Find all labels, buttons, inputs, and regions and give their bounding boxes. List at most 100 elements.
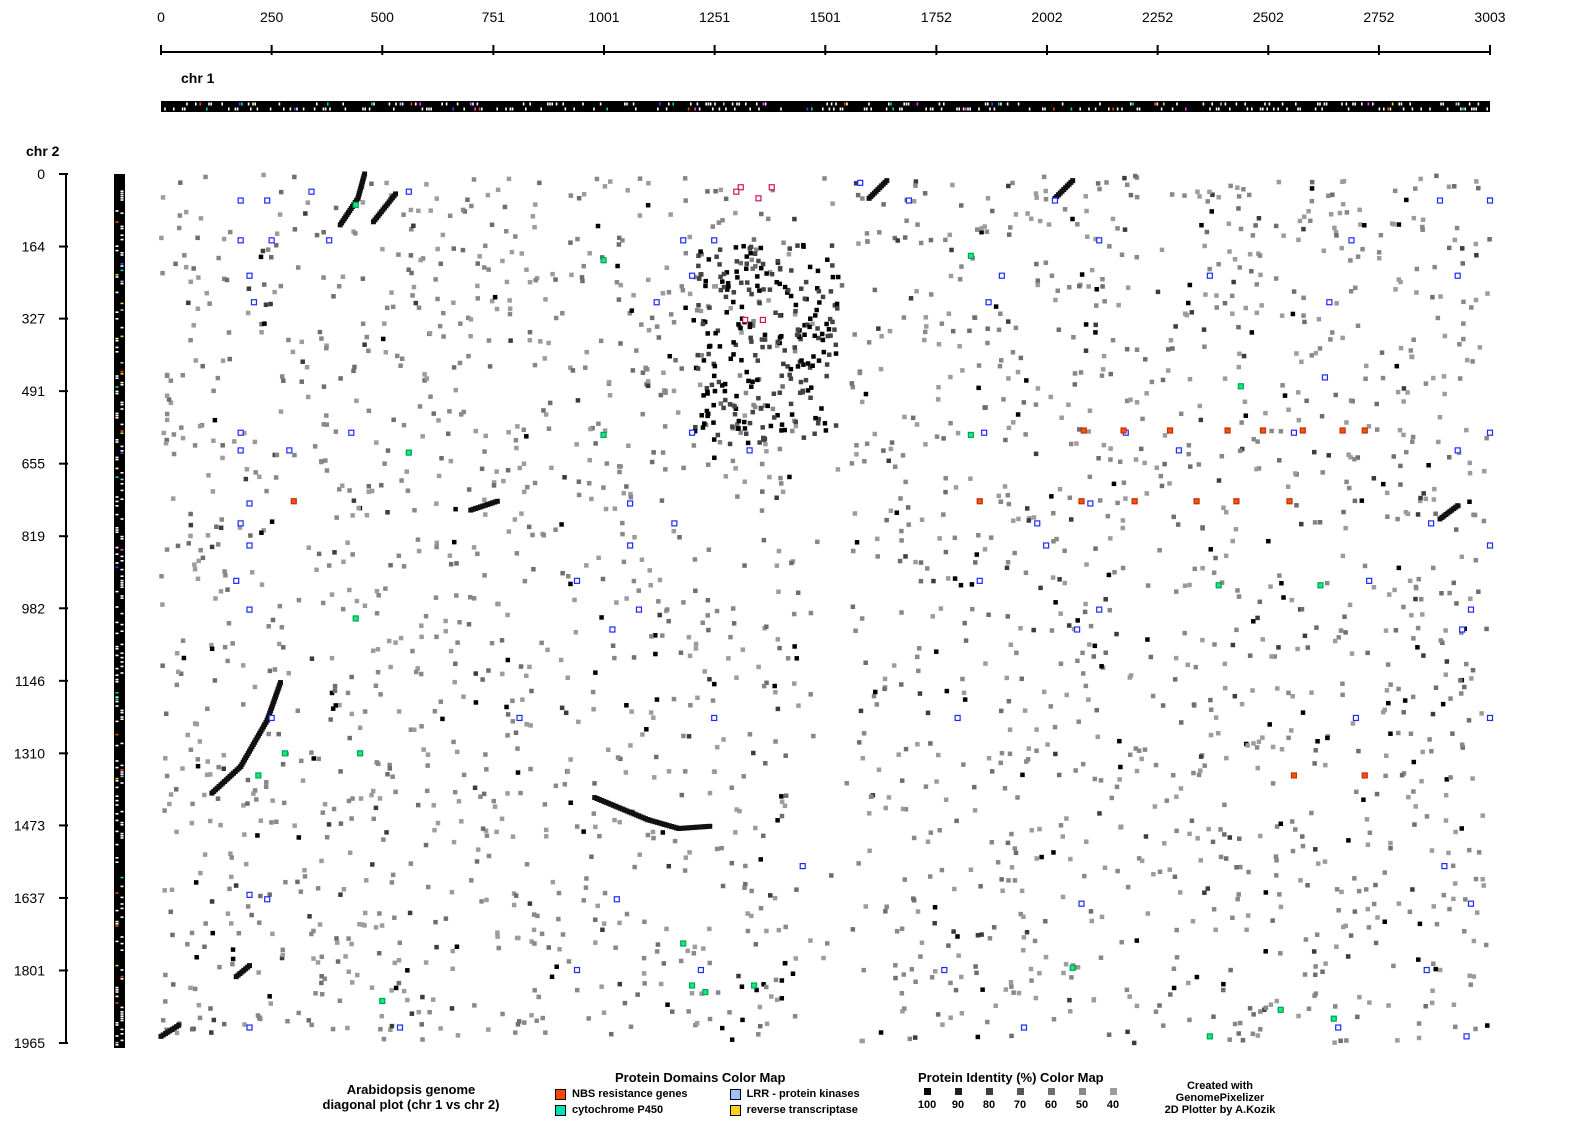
similarity-dot <box>298 889 304 894</box>
chr2-gene-mark <box>120 764 124 767</box>
similarity-dot <box>1313 748 1318 753</box>
similarity-dot <box>1098 955 1104 960</box>
similarity-dot <box>1074 441 1079 446</box>
similarity-dot <box>1470 667 1476 673</box>
similarity-dot <box>1024 929 1030 935</box>
similarity-dot <box>1216 730 1221 736</box>
similarity-dot <box>1075 618 1080 623</box>
similarity-dot <box>592 917 598 922</box>
similarity-dot <box>469 878 474 883</box>
similarity-dot <box>928 741 933 746</box>
nbs_resistance_genes-hit <box>1080 427 1087 434</box>
similarity-dot <box>255 833 260 838</box>
similarity-dot <box>506 176 512 182</box>
similarity-dot <box>192 566 198 572</box>
similarity-dot <box>1329 330 1335 335</box>
similarity-dot <box>1457 376 1463 381</box>
similarity-dot <box>1401 386 1407 391</box>
similarity-dot <box>1211 907 1217 912</box>
similarity-dot <box>1080 671 1086 676</box>
similarity-dot <box>450 948 455 954</box>
similarity-dot <box>381 837 386 842</box>
chr2-gene-mark <box>115 276 119 278</box>
similarity-dot <box>1013 212 1019 217</box>
similarity-dot <box>757 300 762 306</box>
similarity-dot <box>1222 802 1227 808</box>
chr2-gene-mark <box>115 733 119 736</box>
similarity-dot <box>1114 784 1120 790</box>
similarity-dot <box>1238 226 1244 232</box>
chr1-gene-mark <box>1061 102 1064 106</box>
chr1-gene-mark <box>1440 102 1442 106</box>
similarity-dot <box>1429 748 1434 754</box>
similarity-dot <box>723 397 728 403</box>
similarity-dot <box>332 550 337 555</box>
chr1-gene-mark <box>234 107 237 111</box>
similarity-dot <box>163 440 169 446</box>
similarity-dot <box>701 946 706 951</box>
similarity-dot <box>1464 357 1470 363</box>
similarity-dot <box>773 977 779 983</box>
lrr_protein_kinases-hit <box>1087 500 1094 507</box>
similarity-dot <box>733 342 739 348</box>
similarity-dot <box>495 187 501 193</box>
similarity-dot <box>451 365 457 370</box>
similarity-dot <box>946 311 952 316</box>
legend-nbs: NBS resistance genes <box>555 1087 688 1101</box>
similarity-dot <box>1343 630 1348 635</box>
similarity-dot <box>1241 186 1246 192</box>
similarity-dot <box>1191 702 1197 707</box>
chr2-gene-mark <box>115 274 119 276</box>
similarity-dot <box>938 606 944 611</box>
similarity-dot <box>742 413 748 418</box>
similarity-dot <box>195 757 201 762</box>
similarity-dot <box>739 984 745 989</box>
similarity-dot <box>936 341 942 347</box>
similarity-dot <box>635 992 640 997</box>
similarity-dot <box>849 381 855 386</box>
chr1-gene-mark <box>1486 107 1488 111</box>
similarity-dot <box>1018 911 1024 917</box>
similarity-dot <box>451 839 457 845</box>
similarity-dot <box>680 287 686 293</box>
chr1-gene-mark <box>463 107 465 111</box>
chr2-gene-mark <box>115 698 119 701</box>
similarity-dot <box>1437 414 1443 420</box>
chr2-gene-mark <box>120 190 124 192</box>
similarity-dot <box>688 702 693 708</box>
diagonal-point <box>1437 516 1443 522</box>
similarity-dot <box>1009 865 1015 870</box>
similarity-dot <box>1087 642 1092 647</box>
similarity-dot <box>1023 570 1029 576</box>
nbs_resistance_genes-hit <box>1339 427 1346 434</box>
similarity-dot <box>1100 276 1105 282</box>
similarity-dot <box>1092 776 1098 782</box>
similarity-dot <box>1419 778 1424 784</box>
chr1-gene-mark <box>718 107 721 111</box>
similarity-dot <box>1120 565 1126 571</box>
similarity-dot <box>692 557 698 562</box>
similarity-dot <box>482 573 487 578</box>
similarity-dot <box>1450 731 1455 736</box>
similarity-dot <box>732 411 738 417</box>
similarity-dot <box>1447 590 1452 596</box>
similarity-dot <box>748 250 753 256</box>
chr1-gene-mark <box>241 102 243 106</box>
similarity-dot <box>174 682 180 688</box>
lrr_protein_kinases-hit <box>746 447 753 454</box>
similarity-dot <box>1364 817 1370 822</box>
similarity-dot <box>163 756 168 761</box>
chr1-gene-mark <box>899 107 901 111</box>
similarity-dot <box>1006 232 1012 237</box>
similarity-dot <box>808 385 814 390</box>
similarity-dot <box>326 563 332 568</box>
similarity-dot <box>1317 520 1323 525</box>
similarity-dot <box>689 990 695 996</box>
similarity-dot <box>556 916 561 922</box>
similarity-dot <box>699 251 704 257</box>
similarity-dot <box>1311 949 1317 954</box>
similarity-dot <box>900 1009 905 1014</box>
similarity-dot <box>259 582 265 587</box>
similarity-dot <box>1340 201 1346 207</box>
similarity-dot <box>853 628 858 633</box>
